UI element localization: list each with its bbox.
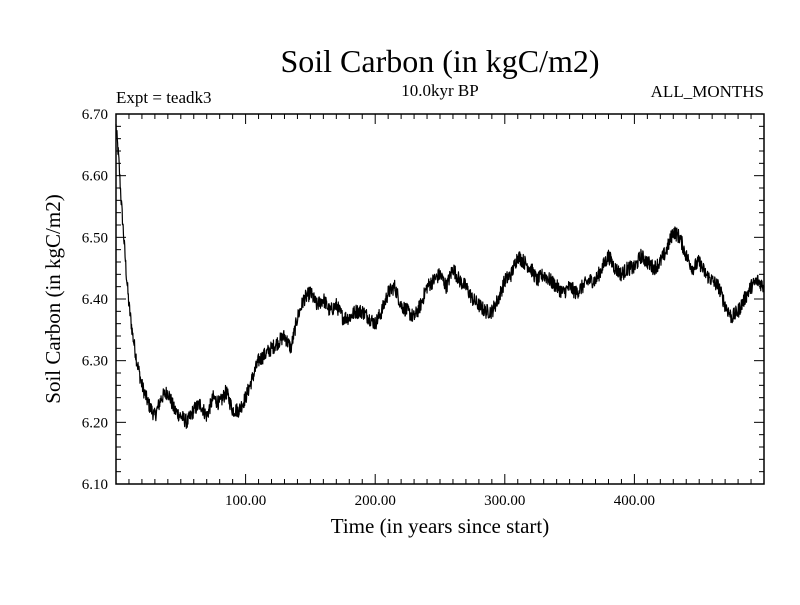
y-tick-label: 6.70 [82, 107, 108, 123]
x-tick-label: 400.00 [614, 493, 655, 509]
series-group [115, 124, 765, 429]
y-axis-label: Soil Carbon (in kgC/m2) [41, 194, 65, 403]
plot-frame [115, 113, 765, 485]
x-axis-label: Time (in years since start) [331, 514, 550, 538]
experiment-label: Expt = teadk3 [116, 88, 212, 107]
y-tick-label: 6.40 [82, 292, 108, 308]
x-tick-label: 200.00 [355, 493, 396, 509]
x-tick-label: 300.00 [484, 493, 525, 509]
chart-title: Soil Carbon (in kgC/m2) [280, 43, 599, 79]
y-tick-label: 6.30 [82, 354, 108, 370]
x-tick-label: 100.00 [225, 493, 266, 509]
season-label: ALL_MONTHS [651, 82, 764, 101]
y-tick-label: 6.50 [82, 230, 108, 246]
y-tick-label: 6.20 [82, 415, 108, 431]
chart-subtitle: 10.0kyr BP [401, 81, 478, 100]
series-line [115, 124, 765, 429]
axis-tick-labels: 100.00 200.00 300.00 400.00 6.10 6.20 6.30 6.40… [82, 107, 655, 509]
axis-ticks [116, 114, 764, 484]
y-tick-label: 6.60 [82, 169, 108, 185]
y-tick-label: 6.10 [82, 477, 108, 493]
